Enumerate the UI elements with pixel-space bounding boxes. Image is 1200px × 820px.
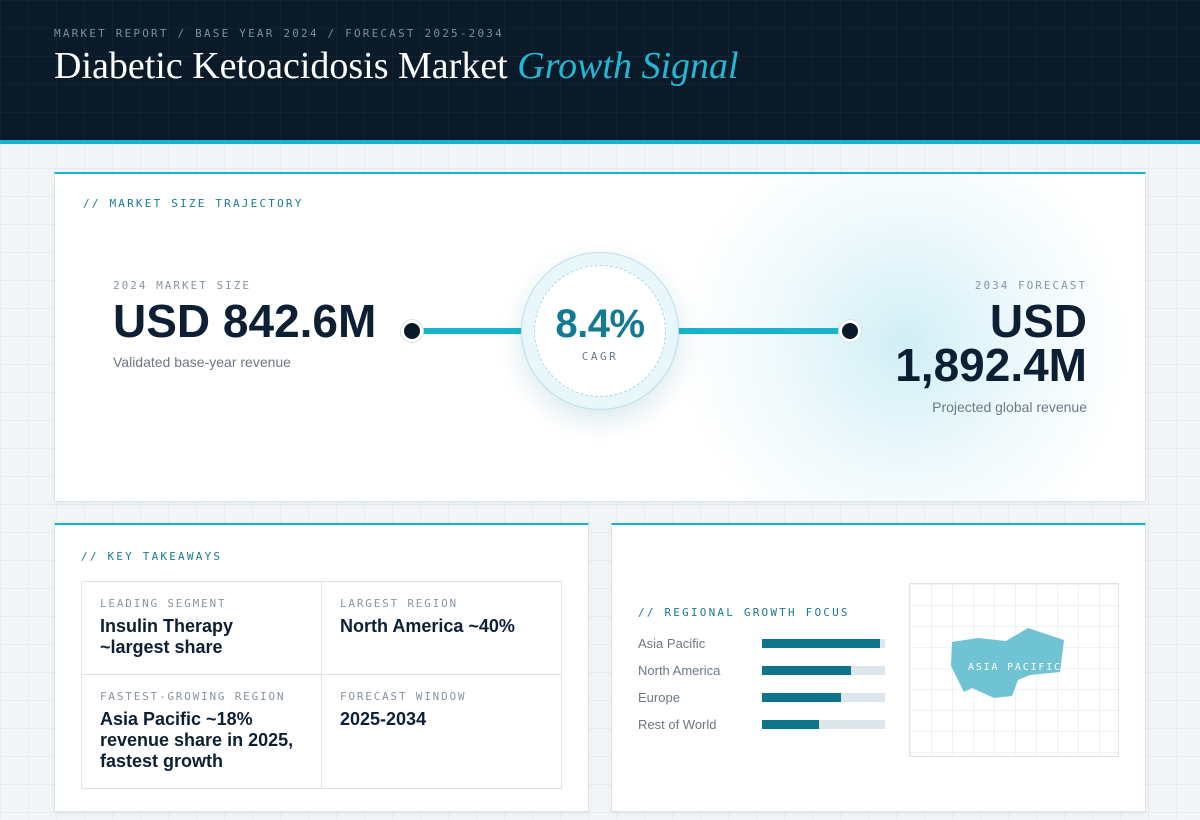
breadcrumb: MARKET REPORT / BASE YEAR 2024 / FORECAS… — [54, 27, 504, 40]
base-size-caption: Validated base-year revenue — [113, 354, 291, 370]
takeaway-value: 2025-2034 — [340, 709, 427, 729]
regional-section-label: // REGIONAL GROWTH FOCUS — [638, 606, 850, 619]
takeaways-section-label: // KEY TAKEAWAYS — [81, 550, 223, 563]
market-size-trajectory-card: // MARKET SIZE TRAJECTORY 2024 MARKET SI… — [54, 172, 1146, 502]
region-bar-row: Asia Pacific — [638, 636, 898, 652]
forecast-size-caption: Projected global revenue — [932, 399, 1087, 415]
region-bar-track — [762, 693, 885, 702]
region-bar-fill — [762, 693, 841, 702]
cagr-badge-inner: 8.4% CAGR — [534, 265, 666, 397]
regional-growth-focus-card: // REGIONAL GROWTH FOCUS Asia Pacific No… — [611, 523, 1146, 812]
trajectory-section-label: // MARKET SIZE TRAJECTORY — [83, 197, 304, 210]
forecast-size-value-amount: 1,892.4M — [895, 339, 1087, 391]
region-bar-track — [762, 666, 885, 675]
background-glow — [675, 174, 1135, 501]
region-bar-row: North America — [638, 663, 898, 679]
cagr-label: CAGR — [581, 350, 619, 363]
key-takeaways-card: // KEY TAKEAWAYS LEADING SEGMENT Insulin… — [54, 523, 589, 812]
takeaway-value: Asia Pacific ~18% revenue share in 2025,… — [100, 709, 294, 771]
region-name: North America — [638, 663, 721, 678]
title-main: Diabetic Ketoacidosis Market — [54, 45, 508, 87]
takeaway-value: North America ~40% — [340, 616, 515, 636]
base-size-value: USD 842.6M — [113, 295, 377, 347]
region-bar-fill — [762, 666, 851, 675]
start-point-marker — [401, 320, 423, 342]
region-bar-fill — [762, 639, 881, 648]
takeaway-largest-region: LARGEST REGION North America ~40% — [322, 582, 561, 674]
grid-divider-vertical — [321, 582, 322, 788]
region-bar-track — [762, 639, 885, 648]
region-map: ASIA PACIFIC — [909, 583, 1119, 757]
region-bar-row: Europe — [638, 690, 898, 706]
takeaways-grid: LEADING SEGMENT Insulin Therapy ~largest… — [81, 581, 562, 789]
region-bar-row: Rest of World — [638, 717, 898, 733]
takeaway-key: LEADING SEGMENT — [100, 597, 227, 610]
cagr-value: 8.4% — [555, 302, 645, 346]
region-name: Europe — [638, 690, 680, 705]
takeaway-forecast-window: FORECAST WINDOW 2025-2034 — [322, 675, 561, 788]
region-name: Rest of World — [638, 717, 717, 732]
page-title: Diabetic Ketoacidosis Market Growth Sign… — [54, 44, 739, 88]
forecast-size-value-currency: USD — [989, 295, 1087, 347]
forecast-size-label: 2034 FORECAST — [974, 279, 1087, 292]
end-point-marker — [839, 320, 861, 342]
grid-divider-horizontal — [82, 674, 561, 675]
page-header: MARKET REPORT / BASE YEAR 2024 / FORECAS… — [0, 0, 1200, 144]
takeaway-leading-segment: LEADING SEGMENT Insulin Therapy ~largest… — [82, 582, 321, 674]
takeaway-key: FASTEST-GROWING REGION — [100, 690, 286, 703]
trajectory-line-left — [423, 328, 533, 334]
takeaway-key: LARGEST REGION — [340, 597, 458, 610]
title-accent: Growth Signal — [517, 45, 739, 87]
asia-pacific-map-shape — [951, 628, 1064, 698]
takeaway-value: Insulin Therapy ~largest share — [100, 616, 234, 657]
takeaway-key: FORECAST WINDOW — [340, 690, 467, 703]
takeaway-fastest-growing-region: FASTEST-GROWING REGION Asia Pacific ~18%… — [82, 675, 321, 788]
cagr-badge: 8.4% CAGR — [521, 252, 679, 410]
base-size-label: 2024 MARKET SIZE — [113, 279, 251, 292]
trajectory-line-right — [667, 328, 839, 334]
map-region-label: ASIA PACIFIC — [968, 662, 1062, 673]
region-name: Asia Pacific — [638, 636, 706, 651]
region-bar-track — [762, 720, 885, 729]
region-bar-fill — [762, 720, 819, 729]
